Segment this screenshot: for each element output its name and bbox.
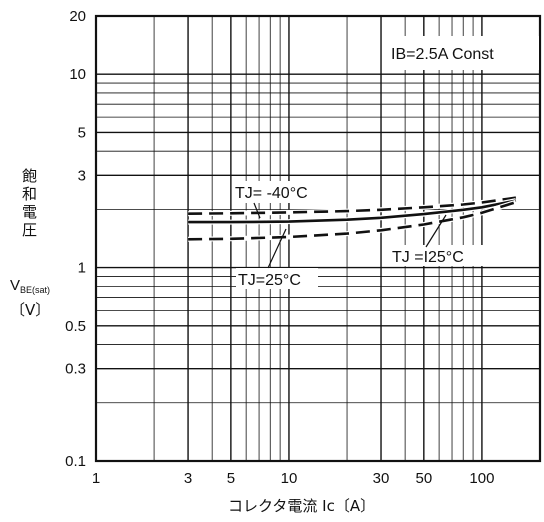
annotation-tj-minus40: TJ= -40°C [235,185,308,202]
annotation-bg-minus40 [232,181,316,203]
x-tick-labels: 1 3 5 10 30 50 100 [92,470,495,487]
y-tick-label: 3 [78,167,86,184]
annotation-leader-25 [267,228,287,269]
y-tick-label: 0.5 [65,318,86,335]
x-tick-label: 5 [227,470,235,487]
y-label-subscript: BE(sat) [20,285,50,295]
y-label-symbol: VBE(sat) [10,277,50,295]
y-label-char-1: 飽 [22,167,37,185]
grid [95,15,541,462]
y-tick-labels: 0.1 0.3 0.5 1 3 5 10 20 [65,8,86,470]
series-line-tj-25 [188,199,517,224]
y-tick-label: 1 [78,260,86,277]
condition-label: IB=2.5A Const [391,46,494,63]
annotation-tj-25: TJ=25°C [238,272,301,289]
curves [188,195,517,242]
y-tick-label: 20 [69,8,86,25]
x-tick-label: 3 [184,470,192,487]
condition-label-box [383,36,539,70]
annotation-bg-25 [236,268,318,289]
y-tick-label: 0.3 [65,361,86,378]
x-tick-label: 1 [92,470,100,487]
series-line-tj-minus40 [188,196,517,215]
annotation-bg-125 [390,245,486,266]
y-label-v: V [10,277,20,294]
x-tick-label: 100 [469,470,494,487]
x-axis-label: コレクタ電流 Ic〔A〕 [228,497,375,515]
x-tick-label: 10 [281,470,298,487]
x-tick-label: 50 [415,470,432,487]
annotation-leader-minus40 [253,202,261,219]
y-tick-label: 0.1 [65,453,86,470]
x-tick-label: 30 [373,470,390,487]
y-label-unit: 〔V〕 [10,301,50,319]
y-tick-label: 10 [69,66,86,83]
y-label-char-3: 電 [22,203,37,221]
y-label-char-4: 圧 [22,221,37,239]
y-label-char-2: 和 [22,185,37,203]
annotation-leader-125 [425,214,447,248]
series-line-tj-125 [188,200,517,241]
y-tick-label: 5 [78,124,86,141]
plot-frame [94,14,542,463]
annotation-tj-125: TJ =I25°C [392,249,464,266]
